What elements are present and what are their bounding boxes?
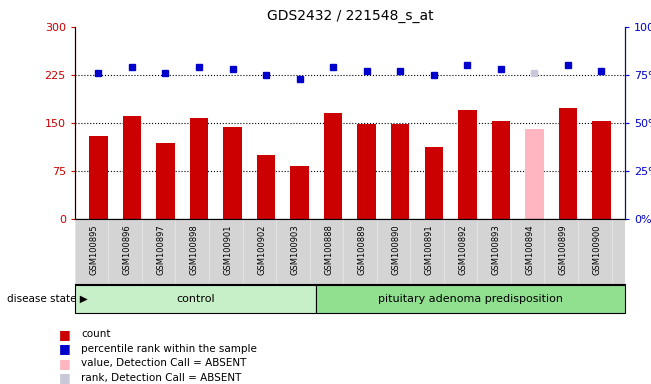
Title: GDS2432 / 221548_s_at: GDS2432 / 221548_s_at bbox=[267, 9, 433, 23]
Text: value, Detection Call = ABSENT: value, Detection Call = ABSENT bbox=[81, 358, 247, 368]
Bar bbox=[458, 110, 477, 219]
Text: GSM100895: GSM100895 bbox=[89, 224, 98, 275]
Text: GSM100892: GSM100892 bbox=[458, 224, 467, 275]
Text: GSM100890: GSM100890 bbox=[391, 224, 400, 275]
Text: GSM100899: GSM100899 bbox=[559, 224, 568, 275]
Bar bbox=[492, 121, 510, 219]
Bar bbox=[122, 116, 141, 219]
Bar bbox=[525, 129, 544, 219]
Text: rank, Detection Call = ABSENT: rank, Detection Call = ABSENT bbox=[81, 373, 242, 383]
Bar bbox=[223, 127, 242, 219]
Bar bbox=[257, 155, 275, 219]
Text: GSM100889: GSM100889 bbox=[357, 224, 367, 275]
Bar bbox=[357, 124, 376, 219]
Bar bbox=[592, 121, 611, 219]
Bar bbox=[89, 136, 107, 219]
Text: GSM100902: GSM100902 bbox=[257, 224, 266, 275]
Text: disease state ▶: disease state ▶ bbox=[7, 294, 87, 304]
Text: GSM100900: GSM100900 bbox=[592, 224, 602, 275]
Bar bbox=[324, 113, 342, 219]
Text: ■: ■ bbox=[59, 357, 70, 370]
Bar bbox=[424, 147, 443, 219]
Bar bbox=[75, 285, 316, 313]
Text: ■: ■ bbox=[59, 342, 70, 355]
Text: GSM100898: GSM100898 bbox=[190, 224, 199, 275]
Bar bbox=[156, 143, 174, 219]
Text: GSM100897: GSM100897 bbox=[156, 224, 165, 275]
Text: pituitary adenoma predisposition: pituitary adenoma predisposition bbox=[378, 294, 562, 304]
Text: ■: ■ bbox=[59, 371, 70, 384]
Bar bbox=[316, 285, 625, 313]
Text: GSM100894: GSM100894 bbox=[525, 224, 534, 275]
Text: GSM100891: GSM100891 bbox=[424, 224, 434, 275]
Bar bbox=[391, 124, 409, 219]
Text: percentile rank within the sample: percentile rank within the sample bbox=[81, 344, 257, 354]
Text: GSM100888: GSM100888 bbox=[324, 224, 333, 275]
Text: GSM100903: GSM100903 bbox=[290, 224, 299, 275]
Bar bbox=[559, 108, 577, 219]
Text: ■: ■ bbox=[59, 328, 70, 341]
Text: count: count bbox=[81, 329, 111, 339]
Text: control: control bbox=[176, 294, 215, 304]
Bar bbox=[189, 118, 208, 219]
Bar bbox=[290, 166, 309, 219]
Text: GSM100896: GSM100896 bbox=[123, 224, 132, 275]
Text: GSM100893: GSM100893 bbox=[492, 224, 501, 275]
Text: GSM100901: GSM100901 bbox=[223, 224, 232, 275]
